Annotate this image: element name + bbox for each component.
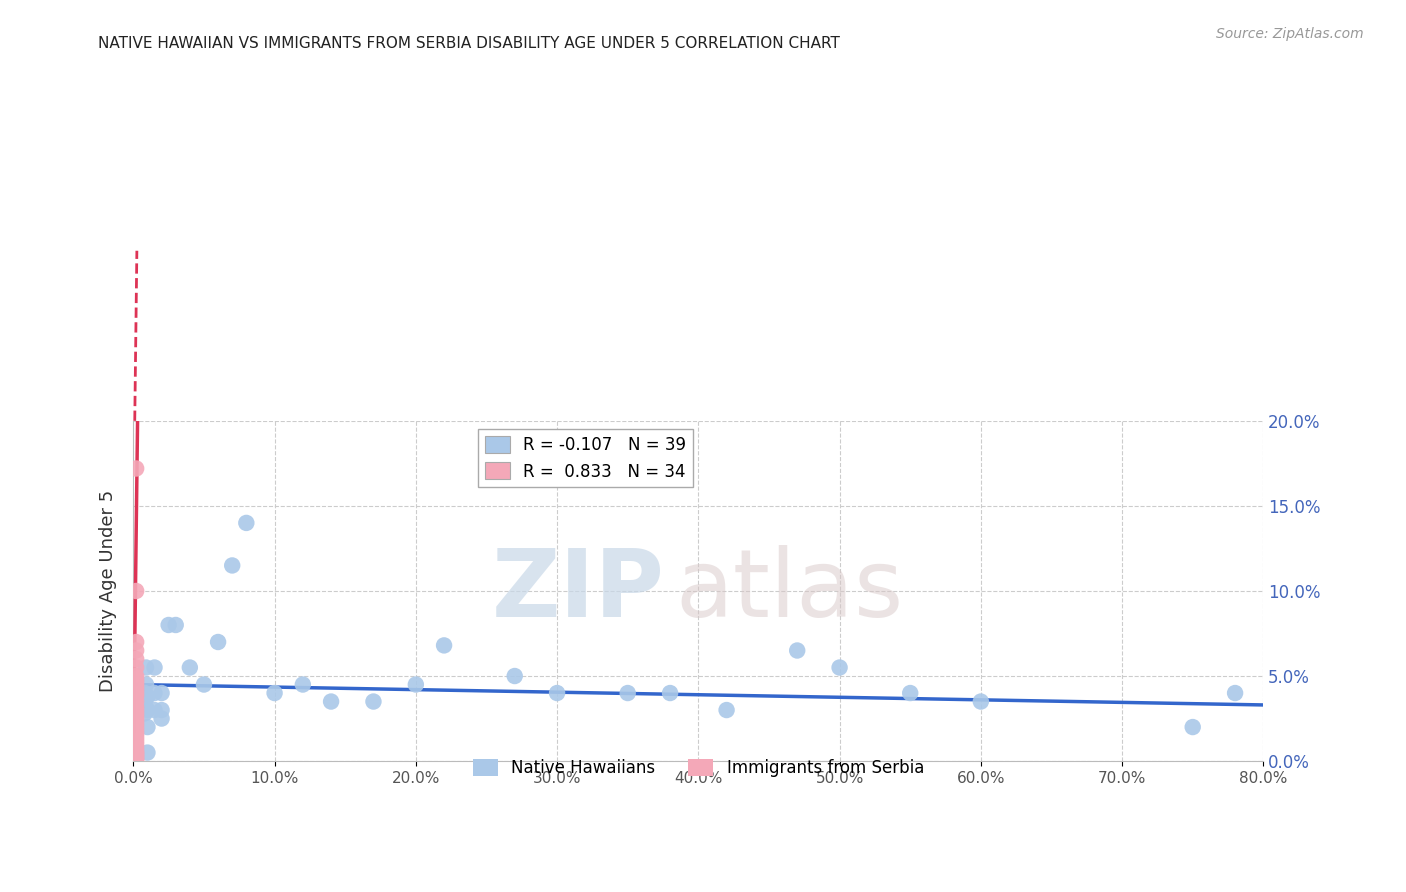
Point xyxy=(125,694,148,708)
Point xyxy=(125,747,148,762)
Point xyxy=(143,703,166,717)
Y-axis label: Disability Age Under 5: Disability Age Under 5 xyxy=(100,490,117,692)
Point xyxy=(125,703,148,717)
Point xyxy=(263,686,285,700)
Legend: Native Hawaiians, Immigrants from Serbia: Native Hawaiians, Immigrants from Serbia xyxy=(465,752,931,783)
Point xyxy=(125,733,148,747)
Point xyxy=(193,677,215,691)
Point xyxy=(125,682,148,697)
Point xyxy=(150,712,173,726)
Point xyxy=(157,618,180,632)
Point xyxy=(134,706,156,721)
Point xyxy=(125,635,148,649)
Point xyxy=(179,660,201,674)
Point xyxy=(125,584,148,599)
Point xyxy=(1223,686,1246,700)
Point xyxy=(125,720,148,734)
Point xyxy=(405,677,427,691)
Point xyxy=(125,716,148,731)
Point xyxy=(125,731,148,745)
Point xyxy=(319,694,342,708)
Point xyxy=(207,635,229,649)
Point xyxy=(143,660,166,674)
Point xyxy=(125,754,148,768)
Point xyxy=(165,618,187,632)
Point xyxy=(136,703,159,717)
Point xyxy=(143,686,166,700)
Point xyxy=(125,744,148,758)
Point xyxy=(125,679,148,693)
Point xyxy=(970,694,993,708)
Point xyxy=(125,710,148,724)
Point xyxy=(125,652,148,666)
Point xyxy=(125,737,148,751)
Point xyxy=(125,752,148,766)
Point xyxy=(135,677,157,691)
Point xyxy=(291,677,314,691)
Point xyxy=(125,723,148,738)
Point xyxy=(125,740,148,755)
Point xyxy=(150,686,173,700)
Text: ZIP: ZIP xyxy=(492,545,665,637)
Point xyxy=(136,720,159,734)
Point xyxy=(125,676,148,690)
Point xyxy=(659,686,682,700)
Point xyxy=(134,686,156,700)
Point xyxy=(125,669,148,683)
Point xyxy=(716,703,738,717)
Text: Source: ZipAtlas.com: Source: ZipAtlas.com xyxy=(1216,27,1364,41)
Text: atlas: atlas xyxy=(676,545,904,637)
Point xyxy=(1181,720,1204,734)
Point xyxy=(235,516,257,530)
Point xyxy=(135,660,157,674)
Point xyxy=(125,699,148,714)
Point xyxy=(616,686,638,700)
Point xyxy=(363,694,385,708)
Point xyxy=(150,703,173,717)
Point xyxy=(125,690,148,704)
Point xyxy=(125,461,148,475)
Point xyxy=(503,669,526,683)
Point xyxy=(433,639,456,653)
Point xyxy=(546,686,568,700)
Point xyxy=(125,660,148,674)
Point xyxy=(828,660,851,674)
Point xyxy=(125,713,148,727)
Point xyxy=(125,727,148,741)
Point xyxy=(134,694,156,708)
Point xyxy=(136,746,159,760)
Point xyxy=(221,558,243,573)
Point xyxy=(125,673,148,687)
Point xyxy=(125,706,148,721)
Point xyxy=(136,690,159,704)
Point xyxy=(125,749,148,764)
Point xyxy=(125,643,148,657)
Text: NATIVE HAWAIIAN VS IMMIGRANTS FROM SERBIA DISABILITY AGE UNDER 5 CORRELATION CHA: NATIVE HAWAIIAN VS IMMIGRANTS FROM SERBI… xyxy=(98,36,841,51)
Point xyxy=(898,686,921,700)
Point xyxy=(125,686,148,700)
Point xyxy=(125,750,148,764)
Point xyxy=(125,746,148,760)
Point xyxy=(786,643,808,657)
